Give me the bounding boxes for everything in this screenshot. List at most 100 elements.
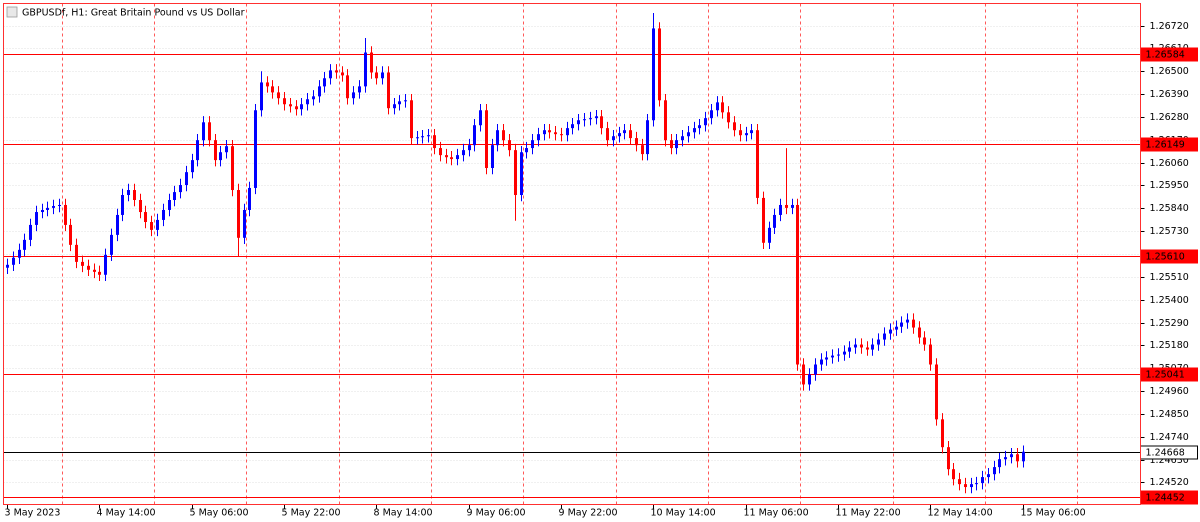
candle-body xyxy=(808,374,811,385)
candle-body xyxy=(779,204,782,215)
candle-body xyxy=(127,190,130,196)
candle-body xyxy=(404,100,407,102)
candle-body xyxy=(225,146,228,153)
candle-body xyxy=(993,467,996,475)
y-tick-label: 1.24960 xyxy=(1150,386,1189,397)
candle-body xyxy=(566,128,569,136)
symbol-icon xyxy=(6,6,18,18)
candle-body xyxy=(727,112,730,123)
candle-body xyxy=(381,72,384,79)
candle-body xyxy=(514,150,517,196)
candle-body xyxy=(768,227,771,243)
candle-body xyxy=(208,122,211,141)
candle-body xyxy=(260,82,263,111)
candle-body xyxy=(750,130,753,134)
price-level-label: 1.24668 xyxy=(1146,448,1185,459)
candle-body xyxy=(843,351,846,355)
candle-body xyxy=(773,214,776,228)
candle-body xyxy=(87,265,90,270)
candle-body xyxy=(468,145,471,151)
x-tick-label: 4 May 14:00 xyxy=(97,508,156,519)
candle-body xyxy=(173,192,176,200)
candle-body xyxy=(35,212,38,225)
candle-body xyxy=(433,135,436,149)
candle-body xyxy=(866,347,869,350)
candle-body xyxy=(214,140,217,161)
x-tick-label: 3 May 2023 xyxy=(5,508,61,519)
price-level-label: 1.24452 xyxy=(1146,493,1185,504)
candle-body xyxy=(895,326,898,330)
candle-body xyxy=(589,118,592,120)
candle-body xyxy=(710,110,713,119)
candle-body xyxy=(439,148,442,156)
candle-body xyxy=(623,130,626,134)
candle-body xyxy=(929,344,932,365)
candle-body xyxy=(1010,454,1013,458)
candle-body xyxy=(318,86,321,97)
candle-body xyxy=(762,197,765,243)
candle-body xyxy=(456,155,459,160)
candle-body xyxy=(18,249,21,258)
candle-body xyxy=(785,204,788,208)
candle-body xyxy=(93,269,96,272)
candle-body xyxy=(1016,454,1019,462)
candle-body xyxy=(941,419,944,448)
candle-body xyxy=(981,477,984,484)
y-tick-label: 1.26280 xyxy=(1150,112,1189,123)
x-tick-label: 12 May 14:00 xyxy=(928,508,993,519)
candle-body xyxy=(923,337,926,345)
candle-body xyxy=(69,224,72,245)
candle-body xyxy=(6,264,9,268)
candle-body xyxy=(716,102,719,111)
candle-body xyxy=(346,75,349,99)
candle-body xyxy=(739,130,742,136)
candle-body xyxy=(577,120,580,125)
candle-body xyxy=(23,239,26,250)
candle-body xyxy=(883,333,886,340)
candle-body xyxy=(64,204,67,225)
candle-body xyxy=(664,100,667,141)
candle-body xyxy=(998,459,1001,468)
candle-body xyxy=(658,28,661,101)
candle-body xyxy=(410,100,413,139)
candle-body xyxy=(479,110,482,126)
candle-body xyxy=(41,209,44,213)
candle-body xyxy=(491,145,494,169)
y-tick-label: 1.26720 xyxy=(1150,21,1189,32)
candle-body xyxy=(496,130,499,146)
candle-body xyxy=(133,190,136,200)
candle-body xyxy=(98,271,101,275)
y-tick-label: 1.25840 xyxy=(1150,203,1189,214)
candle-body xyxy=(335,70,338,73)
candle-body xyxy=(548,130,551,133)
candle-body xyxy=(81,261,84,266)
candle-body xyxy=(947,447,950,470)
y-tick-label: 1.25180 xyxy=(1150,340,1189,351)
candle-body xyxy=(802,364,805,385)
candle-body xyxy=(970,484,973,488)
x-tick-label: 9 May 06:00 xyxy=(467,508,526,519)
candle-body xyxy=(877,339,880,345)
candle-body xyxy=(635,138,638,146)
y-tick-label: 1.24850 xyxy=(1150,409,1189,420)
x-tick-label: 11 May 22:00 xyxy=(836,508,901,519)
candle-body xyxy=(473,125,476,146)
candle-body xyxy=(745,133,748,136)
candle-body xyxy=(964,484,967,488)
price-level-label: 1.26584 xyxy=(1146,50,1185,61)
candle-body xyxy=(871,344,874,350)
x-tick-label: 9 May 22:00 xyxy=(559,508,618,519)
y-tick-label: 1.26060 xyxy=(1150,158,1189,169)
candle-body xyxy=(837,354,840,356)
candle-body xyxy=(219,152,222,161)
y-tick-label: 1.25290 xyxy=(1150,318,1189,329)
candle-body xyxy=(560,134,563,136)
candle-body xyxy=(139,199,142,213)
candle-body xyxy=(900,322,903,327)
candle-body xyxy=(104,254,107,275)
x-tick-label: 8 May 14:00 xyxy=(374,508,433,519)
candle-body xyxy=(791,204,794,208)
candle-body xyxy=(825,357,828,360)
candle-body xyxy=(312,96,315,100)
candle-body xyxy=(29,224,32,240)
